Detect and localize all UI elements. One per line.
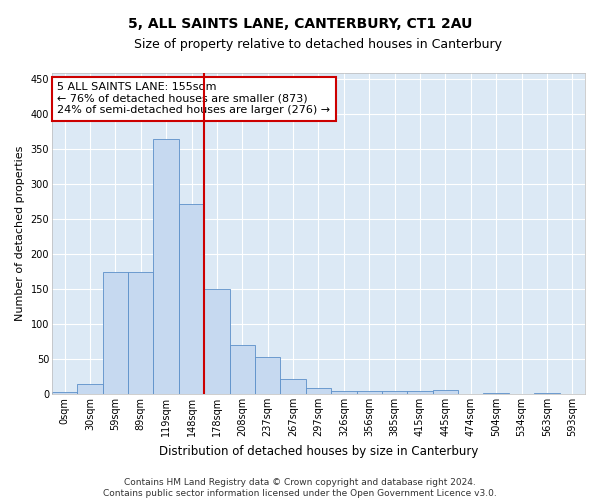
Bar [255,357,280,394]
Y-axis label: Number of detached properties: Number of detached properties [15,146,25,321]
Bar [230,345,255,394]
Bar [356,390,382,394]
Bar [154,139,179,394]
Bar [77,384,103,394]
Bar [306,388,331,394]
Title: Size of property relative to detached houses in Canterbury: Size of property relative to detached ho… [134,38,502,51]
Bar [407,390,433,394]
Bar [204,289,230,394]
Bar [128,272,154,394]
Bar [52,392,77,394]
Bar [103,272,128,394]
Bar [280,378,306,394]
Bar [331,390,356,394]
Bar [179,204,204,394]
Text: Contains HM Land Registry data © Crown copyright and database right 2024.
Contai: Contains HM Land Registry data © Crown c… [103,478,497,498]
Text: 5 ALL SAINTS LANE: 155sqm
← 76% of detached houses are smaller (873)
24% of semi: 5 ALL SAINTS LANE: 155sqm ← 76% of detac… [57,82,331,116]
Bar [382,390,407,394]
Bar [433,390,458,394]
Text: 5, ALL SAINTS LANE, CANTERBURY, CT1 2AU: 5, ALL SAINTS LANE, CANTERBURY, CT1 2AU [128,18,472,32]
X-axis label: Distribution of detached houses by size in Canterbury: Distribution of detached houses by size … [159,444,478,458]
